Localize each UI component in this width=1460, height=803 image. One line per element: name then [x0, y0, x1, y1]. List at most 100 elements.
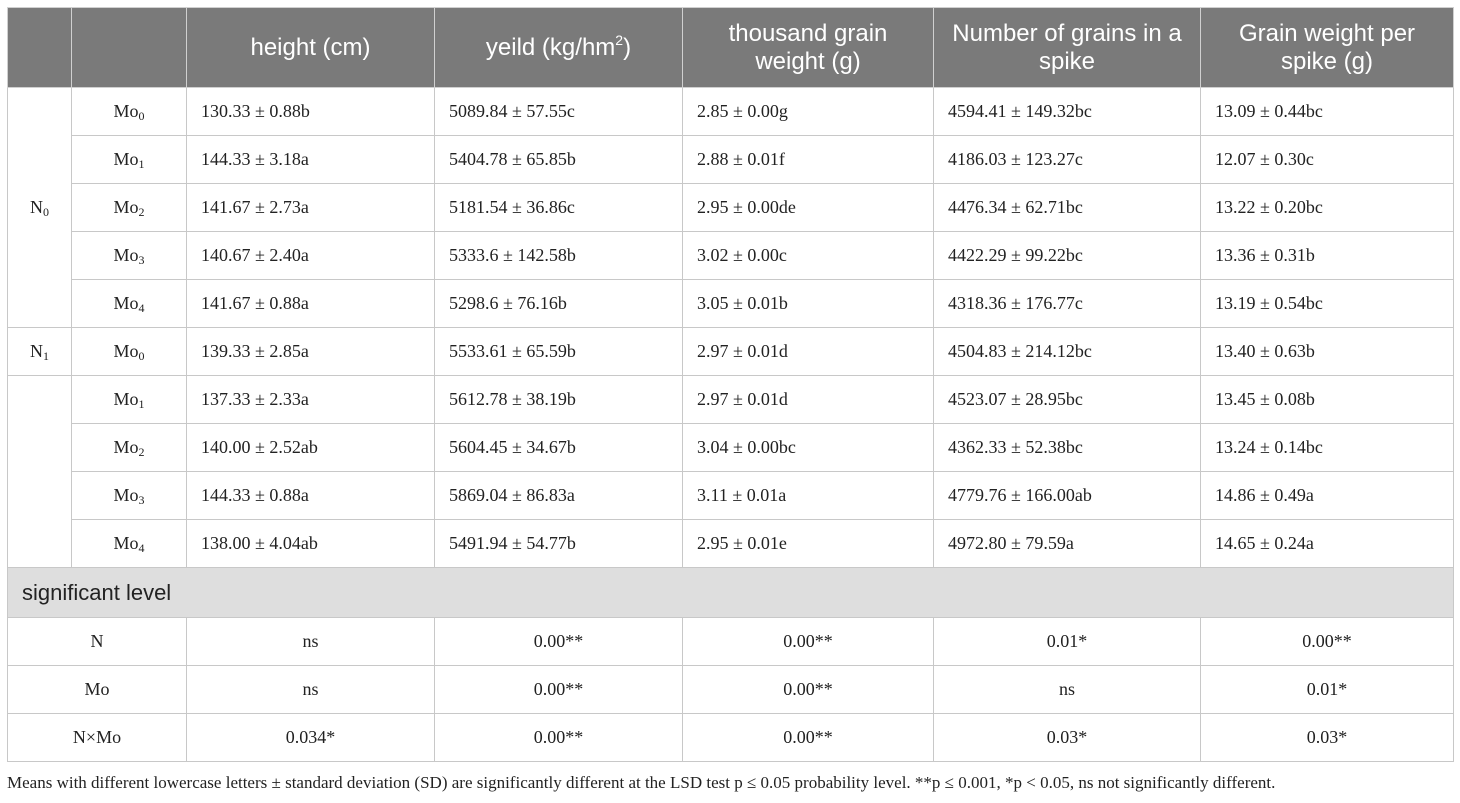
effect-label: Mo: [7, 665, 187, 714]
table-row: Mo1 144.33 ± 3.18a 5404.78 ± 65.85b 2.88…: [8, 135, 1454, 184]
cell-height: 139.33 ± 2.85a: [186, 327, 435, 376]
sig-grains: 0.03*: [933, 713, 1201, 762]
cell-gws: 14.65 ± 0.24a: [1200, 519, 1454, 568]
cell-tgw: 3.02 ± 0.00c: [682, 231, 934, 280]
level-text: Mo: [113, 389, 139, 409]
cell-tgw: 2.88 ± 0.01f: [682, 135, 934, 184]
cell-grains: 4523.07 ± 28.95bc: [933, 375, 1201, 424]
level-sub: 1: [138, 157, 145, 171]
header-row: height (cm) yeild (kg/hm2) thousand grai…: [7, 7, 1454, 88]
header-yield-sup: 2: [615, 31, 624, 48]
cell-grains: 4362.33 ± 52.38bc: [933, 423, 1201, 472]
significance-row: N ns 0.00** 0.00** 0.01* 0.00**: [7, 617, 1454, 666]
group-blank-n1: [7, 375, 72, 568]
cell-tgw: 2.97 ± 0.01d: [682, 327, 934, 376]
cell-height: 137.33 ± 2.33a: [186, 375, 435, 424]
effect-label: N: [7, 617, 187, 666]
cell-grains: 4318.36 ± 176.77c: [933, 279, 1201, 328]
level-sub: 3: [138, 253, 145, 267]
group-label-n1: N1: [7, 327, 72, 376]
level-label: Mo2: [71, 183, 187, 232]
header-grains-per-spike: Number of grains in a spike: [933, 7, 1201, 88]
table-row: Mo3 140.67 ± 2.40a 5333.6 ± 142.58b 3.02…: [8, 231, 1454, 280]
cell-grains: 4504.83 ± 214.12bc: [933, 327, 1201, 376]
cell-tgw: 3.04 ± 0.00bc: [682, 423, 934, 472]
table-row: Mo4 141.67 ± 0.88a 5298.6 ± 76.16b 3.05 …: [8, 279, 1454, 328]
header-blank-level: [71, 7, 187, 88]
cell-yield: 5089.84 ± 57.55c: [434, 87, 683, 136]
cell-grains: 4476.34 ± 62.71bc: [933, 183, 1201, 232]
sig-gws: 0.00**: [1200, 617, 1454, 666]
cell-height: 138.00 ± 4.04ab: [186, 519, 435, 568]
level-sub: 2: [138, 445, 145, 459]
cell-height: 144.33 ± 3.18a: [186, 135, 435, 184]
data-table-container: height (cm) yeild (kg/hm2) thousand grai…: [7, 7, 1454, 762]
cell-yield: 5491.94 ± 54.77b: [434, 519, 683, 568]
sig-tgw: 0.00**: [682, 617, 934, 666]
table-body: N0 Mo0 130.33 ± 0.88b 5089.84 ± 57.55c 2…: [7, 87, 1454, 762]
group-label-n0: N0: [7, 87, 72, 328]
sig-height: 0.034*: [186, 713, 435, 762]
level-label: Mo1: [71, 375, 187, 424]
cell-yield: 5333.6 ± 142.58b: [434, 231, 683, 280]
cell-grains: 4594.41 ± 149.32bc: [933, 87, 1201, 136]
cell-yield: 5612.78 ± 38.19b: [434, 375, 683, 424]
level-label: Mo0: [71, 87, 187, 136]
level-text: Mo: [113, 341, 139, 361]
sig-grains: ns: [933, 665, 1201, 714]
sig-tgw: 0.00**: [682, 665, 934, 714]
effect-label: N×Mo: [7, 713, 187, 762]
sig-gws: 0.01*: [1200, 665, 1454, 714]
level-text: Mo: [113, 533, 139, 553]
level-text: Mo: [113, 437, 139, 457]
group-label-text: N: [30, 341, 43, 361]
results-table: height (cm) yeild (kg/hm2) thousand grai…: [7, 7, 1454, 762]
significance-title: significant level: [7, 567, 1454, 618]
group-label-sub: 0: [43, 205, 49, 219]
table-row: Mo2 141.67 ± 2.73a 5181.54 ± 36.86c 2.95…: [8, 183, 1454, 232]
sig-yield: 0.00**: [434, 713, 683, 762]
cell-yield: 5533.61 ± 65.59b: [434, 327, 683, 376]
cell-height: 140.00 ± 2.52ab: [186, 423, 435, 472]
header-yield-end: ): [623, 33, 632, 61]
cell-grains: 4422.29 ± 99.22bc: [933, 231, 1201, 280]
table-footnote: Means with different lowercase letters ±…: [7, 773, 1276, 792]
sig-height: ns: [186, 617, 435, 666]
cell-tgw: 2.95 ± 0.01e: [682, 519, 934, 568]
group-label-sub: 1: [43, 349, 49, 363]
cell-yield: 5404.78 ± 65.85b: [434, 135, 683, 184]
cell-height: 144.33 ± 0.88a: [186, 471, 435, 520]
cell-gws: 13.24 ± 0.14bc: [1200, 423, 1454, 472]
table-row: N1 Mo0 139.33 ± 2.85a 5533.61 ± 65.59b 2…: [7, 327, 1454, 376]
level-sub: 1: [138, 397, 145, 411]
cell-tgw: 2.85 ± 0.00g: [682, 87, 934, 136]
cell-gws: 14.86 ± 0.49a: [1200, 471, 1454, 520]
cell-height: 130.33 ± 0.88b: [186, 87, 435, 136]
level-text: Mo: [113, 197, 139, 217]
cell-yield: 5181.54 ± 36.86c: [434, 183, 683, 232]
cell-height: 141.67 ± 0.88a: [186, 279, 435, 328]
significance-row: N×Mo 0.034* 0.00** 0.00** 0.03* 0.03*: [7, 713, 1454, 762]
header-grain-weight-per-spike: Grain weight per spike (g): [1200, 7, 1454, 88]
table-row: Mo1 137.33 ± 2.33a 5612.78 ± 38.19b 2.97…: [7, 375, 1454, 568]
level-text: Mo: [113, 245, 139, 265]
table-row: Mo4 138.00 ± 4.04ab 5491.94 ± 54.77b 2.9…: [8, 519, 1454, 568]
level-sub: 4: [138, 541, 145, 555]
table-row: Mo3 144.33 ± 0.88a 5869.04 ± 86.83a 3.11…: [8, 471, 1454, 520]
level-label: Mo1: [71, 135, 187, 184]
sig-height: ns: [186, 665, 435, 714]
level-sub: 0: [138, 349, 145, 363]
cell-gws: 13.45 ± 0.08b: [1200, 375, 1454, 424]
cell-grains: 4779.76 ± 166.00ab: [933, 471, 1201, 520]
level-sub: 3: [138, 493, 145, 507]
level-label: Mo4: [71, 279, 187, 328]
level-text: Mo: [113, 149, 139, 169]
level-label: Mo3: [71, 231, 187, 280]
header-thousand-grain-weight: thousand grain weight (g): [682, 7, 934, 88]
cell-gws: 13.09 ± 0.44bc: [1200, 87, 1454, 136]
significance-section-row: significant level: [7, 567, 1454, 618]
cell-yield: 5298.6 ± 76.16b: [434, 279, 683, 328]
level-text: Mo: [113, 101, 139, 121]
cell-gws: 13.19 ± 0.54bc: [1200, 279, 1454, 328]
header-yield-text: yeild (kg/hm: [485, 33, 616, 61]
